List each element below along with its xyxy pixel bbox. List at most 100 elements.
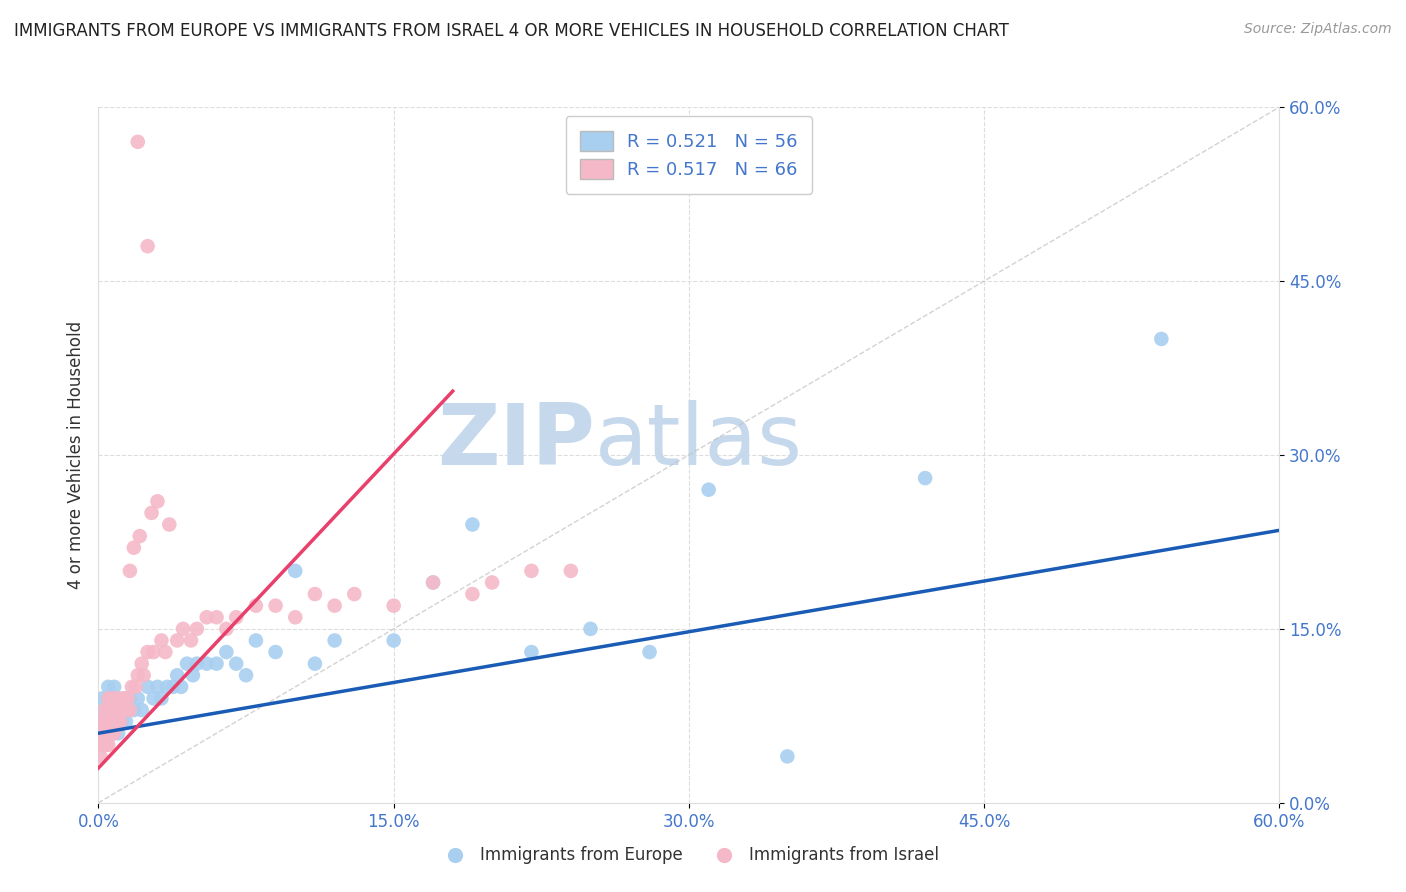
Point <box>91 738 114 752</box>
Point <box>97 726 120 740</box>
Point <box>91 691 114 706</box>
Point <box>520 645 543 659</box>
Point <box>107 703 129 717</box>
Point <box>264 599 287 613</box>
Point <box>105 714 128 729</box>
Point <box>166 668 188 682</box>
Point <box>776 749 799 764</box>
Point <box>107 726 129 740</box>
Point <box>245 599 267 613</box>
Point <box>142 691 165 706</box>
Point <box>111 714 134 729</box>
Y-axis label: 4 or more Vehicles in Household: 4 or more Vehicles in Household <box>66 321 84 589</box>
Point <box>125 680 148 694</box>
Point <box>97 738 120 752</box>
Point <box>157 517 180 532</box>
Point <box>127 691 149 706</box>
Point <box>136 239 159 253</box>
Point <box>155 645 177 659</box>
Point <box>304 657 326 671</box>
Legend: Immigrants from Europe, Immigrants from Israel: Immigrants from Europe, Immigrants from … <box>432 839 946 871</box>
Point <box>215 645 238 659</box>
Point <box>914 471 936 485</box>
Point <box>105 714 128 729</box>
Point <box>118 691 141 706</box>
Point <box>107 703 129 717</box>
Point <box>115 714 138 729</box>
Point <box>146 494 169 508</box>
Point <box>180 633 202 648</box>
Point <box>128 529 150 543</box>
Point <box>103 726 125 740</box>
Point <box>142 645 165 659</box>
Point <box>101 726 124 740</box>
Point <box>98 714 121 729</box>
Point <box>697 483 720 497</box>
Point <box>205 657 228 671</box>
Point <box>103 680 125 694</box>
Point <box>323 599 346 613</box>
Point <box>136 680 159 694</box>
Point <box>103 726 125 740</box>
Point <box>105 691 128 706</box>
Point <box>225 657 247 671</box>
Point <box>96 714 118 729</box>
Text: IMMIGRANTS FROM EUROPE VS IMMIGRANTS FROM ISRAEL 4 OR MORE VEHICLES IN HOUSEHOLD: IMMIGRANTS FROM EUROPE VS IMMIGRANTS FRO… <box>14 22 1010 40</box>
Point <box>98 714 121 729</box>
Point <box>97 691 120 706</box>
Text: Source: ZipAtlas.com: Source: ZipAtlas.com <box>1244 22 1392 37</box>
Point <box>136 645 159 659</box>
Point <box>166 633 188 648</box>
Point <box>118 564 141 578</box>
Point <box>98 703 121 717</box>
Point <box>127 135 149 149</box>
Point <box>111 703 134 717</box>
Point <box>91 714 114 729</box>
Point <box>461 587 484 601</box>
Point <box>112 691 135 706</box>
Point <box>118 703 141 717</box>
Point <box>422 575 444 590</box>
Point <box>186 657 208 671</box>
Point <box>481 575 503 590</box>
Point <box>122 541 145 555</box>
Point <box>150 691 173 706</box>
Point <box>98 691 121 706</box>
Point <box>264 645 287 659</box>
Point <box>181 668 204 682</box>
Point <box>96 714 118 729</box>
Point <box>156 680 179 694</box>
Point <box>461 517 484 532</box>
Point <box>93 703 115 717</box>
Point <box>112 691 135 706</box>
Point <box>108 714 131 729</box>
Point <box>89 749 111 764</box>
Point <box>225 610 247 624</box>
Point <box>382 633 405 648</box>
Text: atlas: atlas <box>595 400 803 483</box>
Point <box>127 668 149 682</box>
Point <box>105 691 128 706</box>
Point <box>101 703 124 717</box>
Point <box>131 703 153 717</box>
Point <box>96 738 118 752</box>
Point <box>284 564 307 578</box>
Point <box>323 633 346 648</box>
Point <box>122 703 145 717</box>
Point <box>115 703 138 717</box>
Point <box>117 703 139 717</box>
Point <box>186 622 208 636</box>
Point <box>520 564 543 578</box>
Point <box>132 668 155 682</box>
Point <box>117 691 139 706</box>
Point <box>162 680 184 694</box>
Point <box>170 680 193 694</box>
Point <box>103 703 125 717</box>
Point <box>638 645 661 659</box>
Point <box>107 714 129 729</box>
Point <box>131 657 153 671</box>
Point <box>141 506 163 520</box>
Point <box>108 691 131 706</box>
Point <box>215 622 238 636</box>
Point <box>422 575 444 590</box>
